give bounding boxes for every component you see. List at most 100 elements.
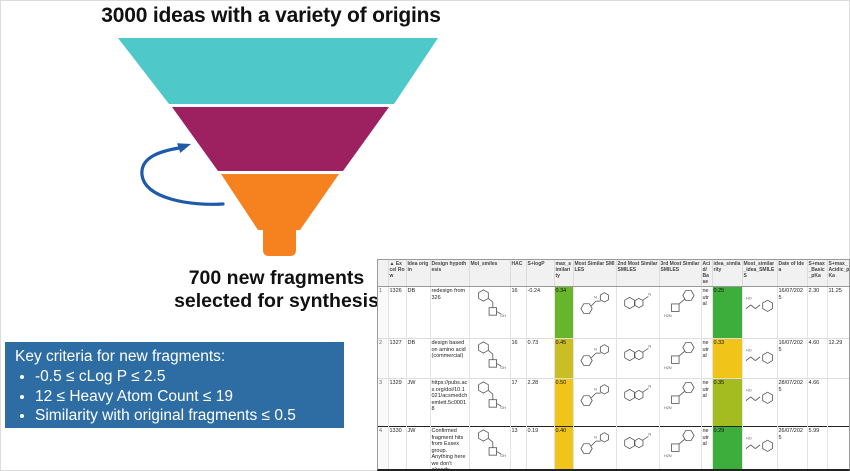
svg-text:OH: OH: [500, 366, 506, 370]
design-cell: Confirmed fragment hits from Essex group…: [430, 426, 470, 469]
molecule-structure: N: [623, 433, 651, 450]
idx-cell: 3: [378, 378, 389, 427]
date-cell: 26/07/2025: [777, 426, 808, 469]
funnel-segment-top: [118, 38, 438, 104]
acid_base-cell: neutral: [701, 378, 713, 427]
mol_smiles-cell: OH: [469, 378, 511, 427]
table-row: 4 1330 JW Confirmed fragment hits from Esse…: [378, 426, 849, 469]
molecule-structure: N: [579, 344, 609, 366]
svg-text:N: N: [648, 293, 651, 297]
fragments-table-grid: ▲ Excel Row Idea origin Design hypothesis M…: [378, 260, 849, 469]
molecule-structure: H2N: [664, 342, 695, 370]
acid_base-cell: neutral: [701, 338, 713, 379]
idx-cell: 2: [378, 338, 389, 379]
svg-text:N: N: [648, 345, 651, 349]
molecule-structure: H2N: [664, 382, 695, 410]
criteria-item: 12 ≤ Heavy Atom Count ≤ 19: [35, 387, 334, 407]
molecule-structure: N: [579, 384, 609, 406]
criteria-item: Similarity with original fragments ≤ 0.5: [35, 406, 334, 426]
funnel-diagram: [118, 38, 438, 256]
caption-line-2: selected for synthesis: [174, 290, 379, 312]
hac-cell: 13: [510, 426, 527, 469]
idea_origin-cell: DB: [406, 286, 431, 339]
svg-text:HO: HO: [746, 296, 752, 300]
criteria-title: Key criteria for new fragments:: [15, 348, 226, 365]
svg-text:H2N: H2N: [664, 454, 672, 458]
sim3-cell: H2N: [659, 378, 702, 427]
date-cell: 16/07/2025: [777, 286, 808, 339]
molecule-structure: H2N: [664, 430, 695, 458]
svg-text:H2N: H2N: [664, 314, 672, 318]
column-header-sim3: 3rd Most Similar SMILES: [659, 260, 702, 287]
hac-cell: 16: [510, 286, 527, 339]
column-header-pk_acidic: S+max_Acidic_pKa: [827, 260, 849, 287]
slogp-cell: 0.73: [526, 338, 555, 379]
molecule-structure: OH: [477, 429, 506, 458]
fragments-table: ▲ Excel Row Idea origin Design hypothesis M…: [377, 259, 850, 471]
svg-text:OH: OH: [500, 454, 506, 458]
svg-text:N: N: [594, 435, 597, 439]
funnel-segment-middle: [172, 107, 389, 171]
max_sim-cell: 0.50: [554, 378, 574, 427]
idea_origin-cell: JW: [406, 426, 431, 469]
sim3-cell: H2N: [659, 286, 702, 339]
svg-text:N: N: [648, 385, 651, 389]
idea_sim-cell: 0.29: [712, 426, 743, 469]
pk_basic-cell: 4.66: [807, 378, 828, 427]
pk_acidic-cell: [827, 426, 849, 469]
idea_sim-cell: 0.25: [712, 286, 743, 339]
max_sim-cell: 0.40: [554, 426, 574, 469]
idea_sim-cell: 0.35: [712, 378, 743, 427]
column-header-sim1: Most Similar SMILES: [573, 260, 617, 287]
sim1-cell: N: [573, 338, 617, 379]
svg-text:N: N: [594, 295, 597, 299]
column-header-date: Date of Idea: [777, 260, 808, 287]
sim2-cell: N: [616, 378, 660, 427]
pk_acidic-cell: 12.29: [827, 338, 849, 379]
idx-cell: 4: [378, 426, 389, 469]
column-header-hac: HAC: [510, 260, 527, 287]
date-cell: 28/07/2025: [777, 378, 808, 427]
molecule-structure: OH: [477, 289, 506, 318]
funnel-segment-bottom: [221, 174, 339, 256]
criteria-box: Key criteria for new fragments: -0.5 ≤ c…: [5, 342, 344, 428]
column-header-idea_mol: Most_similar_idea_SMILES: [742, 260, 778, 287]
idea_mol-cell: HO: [742, 338, 778, 379]
sim1-cell: N: [573, 378, 617, 427]
column-header-idea_sim: idea_similarity: [712, 260, 743, 287]
svg-text:OH: OH: [500, 406, 506, 410]
svg-text:H2N: H2N: [664, 366, 672, 370]
molecule-structure: N: [623, 293, 651, 310]
table-row: 1 1326 DB redesign from 326 OH 16 -0.24 0.34 N N H…: [378, 286, 849, 339]
max_sim-cell: 0.45: [554, 338, 574, 379]
column-header-slogp: S+logP: [526, 260, 555, 287]
molecule-structure: N: [579, 432, 609, 454]
column-header-idea_origin: Idea origin: [406, 260, 431, 287]
sim1-cell: N: [573, 286, 617, 339]
molecule-structure: HO: [745, 436, 773, 452]
acid_base-cell: neutral: [701, 286, 713, 339]
design-cell: design based on amino acid (commercial): [430, 338, 470, 379]
column-header-acid_base: Acid/Base: [701, 260, 713, 287]
hac-cell: 16: [510, 338, 527, 379]
curved-arrow-line: [140, 146, 225, 206]
svg-text:HO: HO: [746, 436, 752, 440]
pk_acidic-cell: [827, 378, 849, 427]
idea_origin-cell: DB: [406, 338, 431, 379]
molecule-structure: HO: [745, 296, 773, 312]
sim2-cell: N: [616, 286, 660, 339]
excel_row-cell: 1326: [388, 286, 407, 339]
criteria-list: -0.5 ≤ cLog P ≤ 2.5 12 ≤ Heavy Atom Coun…: [15, 367, 334, 426]
svg-text:OH: OH: [500, 314, 506, 318]
sim2-cell: N: [616, 426, 660, 469]
table-row: 3 1329 JW https://pubs.acs.org/doi/10.1021/…: [378, 378, 849, 427]
idea_mol-cell: HO: [742, 286, 778, 339]
molecule-structure: OH: [477, 381, 506, 410]
slogp-cell: 2.28: [526, 378, 555, 427]
molecule-structure: N: [579, 292, 609, 314]
excel_row-cell: 1330: [388, 426, 407, 469]
column-header-max_sim: max_similarity: [554, 260, 574, 287]
criteria-item: -0.5 ≤ cLog P ≤ 2.5: [35, 367, 334, 387]
excel_row-cell: 1327: [388, 338, 407, 379]
excel_row-cell: 1329: [388, 378, 407, 427]
